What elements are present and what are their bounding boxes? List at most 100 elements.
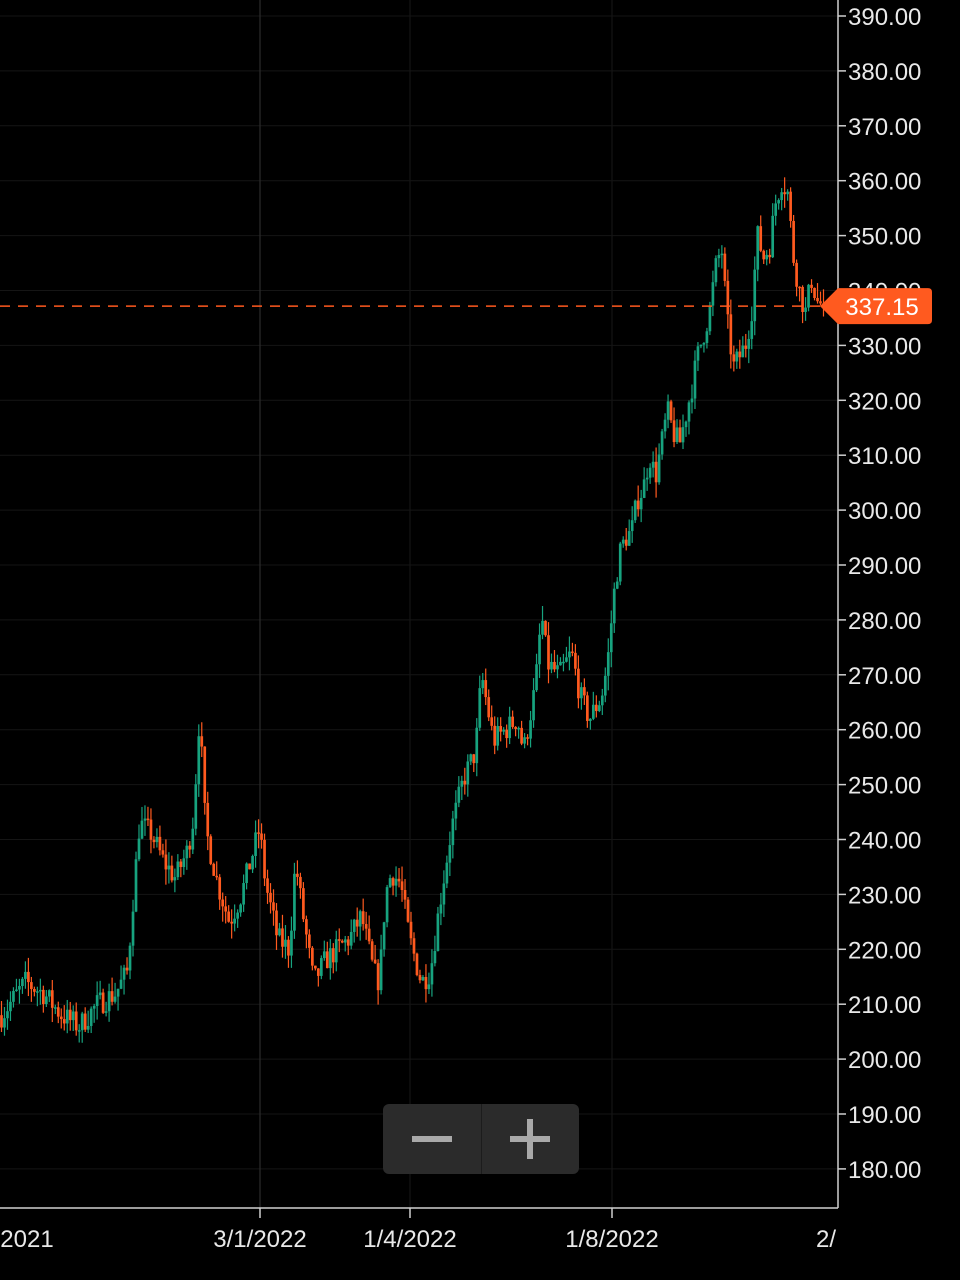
candle-body	[41, 989, 45, 1005]
candle-body	[517, 727, 520, 730]
candle-body	[451, 818, 455, 846]
candle-body	[729, 314, 733, 355]
candle-body	[409, 921, 413, 939]
candle-body	[104, 1011, 108, 1013]
candle-body	[487, 697, 491, 718]
candle-body	[681, 427, 685, 443]
candle-body	[239, 904, 242, 913]
minus-icon	[411, 1136, 452, 1142]
candle-body	[436, 913, 440, 951]
candle-body	[702, 342, 706, 345]
candle-body	[418, 975, 422, 981]
candle-body	[433, 950, 437, 964]
candle-body	[275, 910, 278, 936]
y-axis-ticks: 390.00380.00370.00360.00350.00340.00330.…	[838, 4, 921, 1184]
candle-body	[176, 861, 180, 878]
candle-body	[170, 865, 174, 881]
candle-body	[248, 863, 251, 870]
candle-body	[203, 746, 207, 803]
candle-body	[559, 661, 562, 666]
candle-body	[56, 1007, 60, 1017]
candle-body	[9, 1001, 12, 1012]
candle-body	[349, 931, 353, 946]
candle-body	[131, 911, 135, 946]
candle-body	[149, 819, 153, 840]
candle-body	[185, 845, 189, 859]
candle-body	[771, 215, 775, 258]
candle-body	[819, 301, 822, 304]
candle-body	[472, 754, 476, 764]
candle-body	[358, 911, 362, 927]
candle-body	[77, 1030, 81, 1032]
candle-body	[24, 971, 27, 979]
candle-body	[645, 477, 649, 480]
candle-body	[541, 620, 544, 635]
candle-body	[454, 802, 458, 819]
candle-body	[586, 695, 589, 721]
candle-body	[508, 716, 511, 739]
candle-body	[269, 892, 272, 903]
candle-body	[305, 919, 308, 935]
candle-body	[406, 899, 410, 922]
candle-body	[520, 727, 523, 744]
candle-body	[481, 680, 485, 689]
candle-body	[427, 984, 431, 990]
zoom-out-button[interactable]	[383, 1104, 481, 1174]
candle-body	[302, 888, 305, 920]
candle-body	[606, 652, 610, 676]
candle-body	[448, 845, 452, 863]
y-tick-label: 240.00	[848, 828, 921, 855]
candle-body	[215, 875, 219, 878]
candle-body	[266, 878, 269, 893]
candle-body	[565, 657, 568, 662]
candle-body	[284, 939, 287, 947]
candle-body	[397, 878, 401, 882]
candle-body	[15, 989, 18, 992]
candle-body	[86, 1025, 90, 1030]
candle-body	[12, 990, 15, 1002]
candle-body	[47, 990, 51, 997]
candle-body	[74, 1011, 78, 1031]
candle-body	[810, 284, 813, 288]
candle-body	[107, 991, 111, 1012]
candle-body	[340, 940, 344, 943]
candle-body	[92, 1005, 96, 1009]
candle-body	[460, 780, 464, 787]
zoom-in-button[interactable]	[480, 1104, 580, 1174]
y-tick-label: 280.00	[848, 608, 921, 635]
candle-body	[651, 461, 655, 468]
candle-body	[71, 1011, 75, 1021]
candle-body	[502, 729, 506, 732]
candle-body	[708, 305, 712, 332]
candle-body	[765, 254, 769, 260]
candle-body	[816, 297, 819, 302]
candle-body	[39, 989, 42, 992]
candle-body	[750, 321, 754, 339]
candle-body	[370, 941, 374, 960]
candle-body	[741, 345, 745, 358]
candle-body	[621, 539, 625, 544]
candle-body	[786, 191, 789, 195]
candle-body	[630, 520, 634, 532]
y-tick-label: 230.00	[848, 882, 921, 909]
candle-body	[110, 991, 114, 1002]
candle-body	[711, 282, 715, 306]
candle-body	[424, 976, 428, 990]
candle-body	[550, 661, 553, 670]
candle-body	[747, 338, 751, 349]
candle-body	[290, 930, 293, 956]
candle-body	[609, 623, 613, 653]
candle-body	[496, 726, 500, 746]
candle-body	[364, 924, 368, 929]
candle-body	[738, 351, 742, 358]
candle-body	[475, 727, 479, 764]
y-tick-label: 220.00	[848, 937, 921, 964]
candle-body	[373, 959, 377, 964]
candle-body	[777, 200, 781, 204]
candle-body	[221, 899, 225, 907]
x-tick-label: 2/	[816, 1226, 836, 1253]
candle-body	[50, 990, 54, 1008]
candle-body	[499, 726, 503, 732]
candle-body	[164, 854, 168, 870]
